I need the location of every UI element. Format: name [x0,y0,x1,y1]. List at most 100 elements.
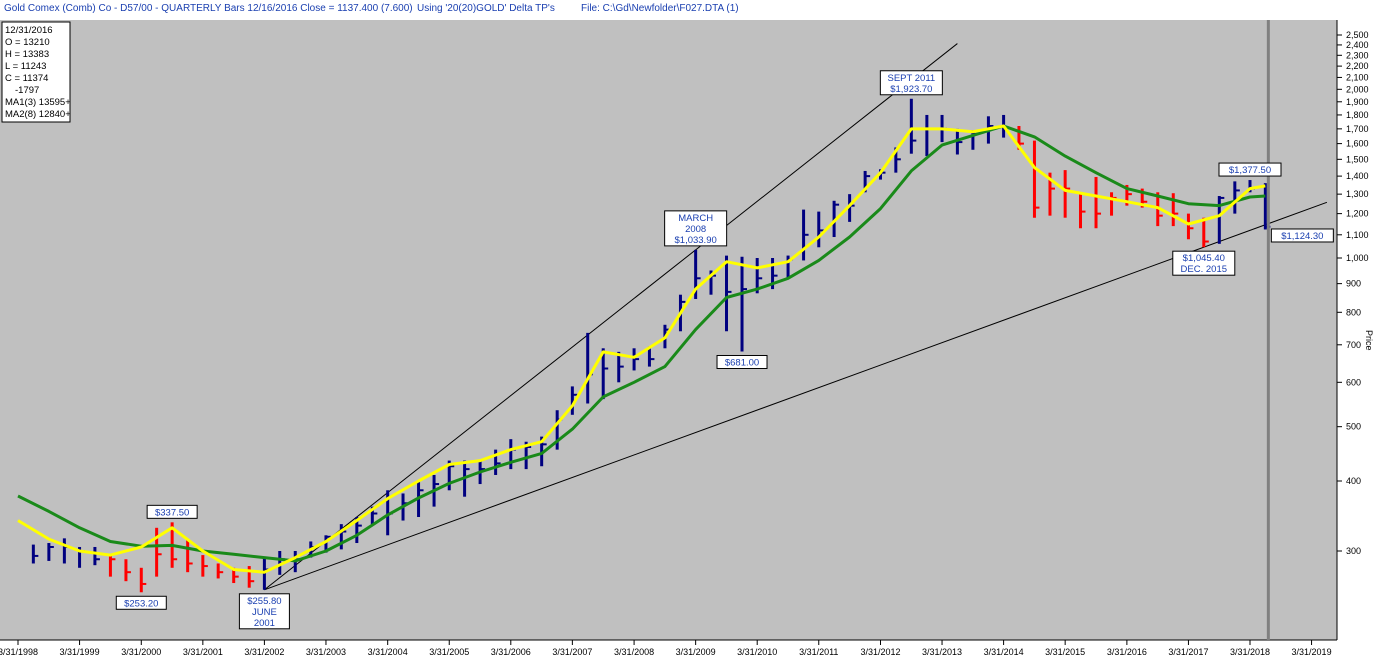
callout-label: MARCH [678,213,713,224]
callout-box [664,210,728,247]
price-callout: $337.50 [146,504,198,519]
callout-label: DEC. 2015 [1181,264,1227,275]
date-tick-label: 3/31/2003 [306,647,346,657]
date-tick-label: 3/31/2005 [429,647,469,657]
info-open: O = 13210 [5,37,50,48]
price-callout: $681.00 [716,354,768,369]
trendline-2 [264,201,1328,591]
callout-label: $1,033.90 [675,235,717,246]
date-tick-label: 3/31/2012 [860,647,900,657]
price-tick-label: 2,500 [1346,30,1369,40]
callout-label: $1,923.70 [890,84,932,95]
price-tick-label: 1,800 [1346,110,1369,120]
price-tick-label: 1,200 [1346,209,1369,219]
chart-title: Gold Comex (Comb) Co - D57/00 - QUARTERL… [4,3,413,14]
trendlines [264,43,1328,591]
price-tick-label: 700 [1346,340,1361,350]
price-tick-label: 400 [1346,476,1361,486]
callout-label: 2008 [685,224,706,235]
price-tick-label: 1,500 [1346,154,1369,164]
price-tick-label: 2,200 [1346,61,1369,71]
callout-box [716,354,768,369]
callout-box [146,504,198,519]
info-ma2: MA2(8) 12840+ [5,109,71,120]
date-tick-label: 3/31/2018 [1230,647,1270,657]
callout-label: SEPT 2011 [887,73,935,84]
date-tick-label: 3/31/2008 [614,647,654,657]
callout-box [115,595,167,610]
price-tick-label: 2,400 [1346,40,1369,50]
date-tick-label: 3/31/2016 [1107,647,1147,657]
info-high: H = 13383 [5,49,49,60]
trendline-1 [264,43,958,591]
ohlc-info-box: 12/31/2016 O = 13210 H = 13383 L = 11243… [1,21,71,123]
date-tick-label: 3/31/2006 [491,647,531,657]
callout-label: $253.20 [124,598,158,609]
price-tick-label: 900 [1346,279,1361,289]
date-tick-label: 3/31/2002 [244,647,284,657]
price-tick-label: 600 [1346,377,1361,387]
callout-box [1172,250,1236,276]
callout-label: $1,124.30 [1281,231,1323,242]
info-close: C = 11374 [5,73,48,84]
date-tick-label: 3/31/2007 [552,647,592,657]
info-change: -1797 [15,85,39,96]
callout-label: $1,377.50 [1229,165,1271,176]
info-date: 12/31/2016 [5,25,53,36]
price-tick-label: 800 [1346,307,1361,317]
info-ma1: MA1(3) 13595+ [5,97,71,108]
callout-label: $681.00 [725,357,759,368]
price-tick-label: 1,900 [1346,97,1369,107]
date-tick-label: 3/31/2013 [922,647,962,657]
price-tick-label: 2,100 [1346,72,1369,82]
date-tick-label: 3/31/2014 [984,647,1024,657]
price-tick-label: 2,300 [1346,50,1369,60]
callout-box [1270,228,1334,243]
price-tick-label: 1,000 [1346,253,1369,263]
callout-label: $337.50 [155,507,189,518]
price-tick-label: 1,600 [1346,139,1369,149]
date-tick-label: 3/31/2017 [1168,647,1208,657]
date-tick-label: 3/31/2000 [121,647,161,657]
date-tick-label: 3/31/2015 [1045,647,1085,657]
price-tick-label: 1,300 [1346,189,1369,199]
price-tick-label: 500 [1346,422,1361,432]
price-axis-label: Price [1364,330,1374,351]
callout-label: 2001 [254,618,275,629]
date-tick-label: 3/31/1998 [0,647,38,657]
callout-label: $255.80 [247,596,281,607]
annotations: $253.20$337.50$255.80JUNE2001MARCH2008$1… [115,70,1334,630]
price-callout: $1,124.30 [1270,228,1334,243]
info-box-frame [1,21,71,123]
price-tick-label: 1,100 [1346,230,1369,240]
date-tick-label: 3/31/2010 [737,647,777,657]
ma1-line [17,124,1266,574]
price-tick-label: 300 [1346,546,1361,556]
date-tick-label: 3/31/2019 [1292,647,1332,657]
price-tick-label: 1,700 [1346,124,1369,134]
price-callout: $1,377.50 [1218,162,1282,177]
file-label: File: C:\Gd\Newfolder\F027.DTA (1) [581,3,739,14]
callout-label: $1,045.40 [1183,253,1225,264]
price-callout: SEPT 2011$1,923.70 [879,70,943,96]
date-tick-label: 3/31/2004 [368,647,408,657]
price-axis [1337,20,1380,640]
callout-box [879,70,943,96]
date-tick-label: 3/31/2009 [676,647,716,657]
price-callout: $253.20 [115,595,167,610]
study-label: Using '20(20)GOLD' Delta TP's [417,3,555,14]
date-tick-label: 3/31/1999 [60,647,100,657]
chart-header: Gold Comex (Comb) Co - D57/00 - QUARTERL… [0,0,1380,20]
moving-averages [17,124,1266,574]
date-ticks: 3/31/1998 3/31/1999 3/31/2000 3/31/2001 3/31… [0,640,1332,657]
callout-box [1218,162,1282,177]
callout-box [238,593,290,630]
price-tick-label: 2,000 [1346,84,1369,94]
date-tick-label: 3/31/2001 [183,647,223,657]
price-tick-label: 1,400 [1346,171,1369,181]
